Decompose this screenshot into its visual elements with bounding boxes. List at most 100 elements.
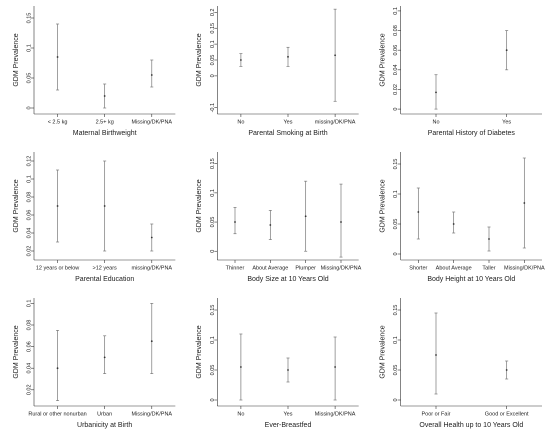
y-tick-label: 0.06 [26, 210, 32, 221]
y-tick-label: 0.12 [26, 156, 32, 167]
y-tick-label: 0 [393, 108, 399, 111]
x-tick-label: Yes [284, 411, 293, 417]
y-tick-label: 0.05 [393, 365, 399, 376]
y-tick-label: 0.15 [393, 305, 399, 316]
y-axis-label: GDM Prevalence [196, 33, 203, 86]
point [56, 56, 59, 58]
y-tick-label: 0.05 [210, 55, 216, 66]
point [150, 340, 153, 343]
x-tick-label: Missing/DK/PNA [504, 265, 545, 271]
y-tick-label: 0.04 [393, 64, 399, 75]
x-tick-label: 2.5+ kg [96, 119, 114, 125]
x-tick-label: Taller [482, 265, 495, 271]
point [287, 369, 289, 371]
y-tick-label: 0.05 [210, 365, 216, 376]
point [334, 54, 337, 57]
y-tick-label: -0.1 [210, 103, 216, 112]
x-axis-label: Body Height at 10 Years Old [427, 276, 515, 283]
point [505, 369, 508, 371]
x-tick-label: Missing/DK/PNA [131, 119, 172, 125]
x-axis-label: Parental History of Diabetes [428, 130, 516, 137]
y-tick-label: 0 [393, 398, 399, 401]
y-tick-label: 0.02 [26, 246, 32, 257]
y-tick-label: 0.1 [393, 336, 399, 344]
y-tick-label: 0.15 [210, 158, 216, 169]
panel: -0.1 0 0.05 0.1 0.15 0.2 No Yes missing/DK/PNA Pa… [196, 6, 359, 137]
y-tick-label: 0.15 [210, 305, 216, 316]
point [505, 49, 508, 52]
point [56, 205, 59, 207]
y-tick-label: 0.15 [210, 23, 216, 34]
x-tick-label: Yes [502, 119, 511, 125]
point [287, 55, 289, 58]
point [150, 236, 153, 239]
x-tick-label: Missing/DK/PNA [131, 411, 172, 417]
y-axis-label: GDM Prevalence [380, 325, 387, 378]
point [435, 354, 437, 356]
panel: 0 0.05 0.1 0.15 Shorter About Average Taller Mi… [380, 152, 545, 283]
y-tick-label: 0 [210, 74, 216, 77]
y-tick-label: 0.04 [26, 228, 32, 239]
x-tick-label: Rural or other nonurban [28, 411, 86, 417]
y-axis-label: GDM Prevalence [196, 325, 203, 378]
point [103, 95, 106, 97]
point [234, 221, 236, 223]
x-tick-label: Plumper [295, 265, 316, 271]
y-tick-label: 0.06 [393, 45, 399, 56]
point [452, 223, 455, 225]
x-tick-label: missing/DK/PNA [315, 119, 356, 125]
point [56, 367, 59, 370]
y-tick-label: 0 [210, 250, 216, 253]
point [417, 211, 420, 213]
y-tick-label: 0.05 [393, 219, 399, 230]
y-tick-label: 0 [393, 252, 399, 255]
point [523, 202, 526, 204]
panel: 0.02 0.04 0.06 0.08 0.1 0.12 12 years or below… [13, 152, 176, 283]
point [150, 74, 153, 76]
x-axis-label: Urbanicity at Birth [77, 422, 132, 429]
point [334, 366, 337, 368]
x-axis-label: Parental Smoking at Birth [248, 130, 327, 137]
y-axis-label: GDM Prevalence [13, 33, 20, 86]
y-tick-label: 0.1 [210, 189, 216, 197]
point [488, 238, 490, 240]
x-axis-label: Parental Education [75, 276, 134, 283]
y-tick-label: 0.04 [26, 363, 32, 374]
y-tick-label: 0 [210, 398, 216, 401]
y-tick-label: 0.1 [26, 300, 32, 308]
point [239, 366, 242, 368]
x-tick-label: No [237, 411, 244, 417]
panel: 0 0.05 0.1 0.15 No Yes Missing/DK/PNAEver-Brea… [196, 298, 359, 429]
x-tick-label: < 2.5 kg [48, 119, 68, 125]
y-axis-label: GDM Prevalence [196, 179, 203, 232]
x-axis-label: Ever-Breastfed [265, 422, 312, 429]
point [340, 221, 342, 223]
point [103, 205, 106, 207]
y-tick-label: 0.05 [26, 73, 32, 84]
x-axis-label: Body Size at 10 Years Old [247, 276, 328, 283]
y-tick-label: 0.08 [26, 320, 32, 331]
y-tick-label: 0.05 [210, 217, 216, 228]
y-tick-label: 0.1 [393, 190, 399, 198]
point [269, 224, 272, 226]
panel: 0 0.05 0.1 0.15 < 2.5 kg 2.5+ kg Missing/DK/PN… [13, 6, 176, 137]
x-axis-label: Maternal Birthweight [73, 130, 137, 137]
x-tick-label: Missing/DK/PNA [321, 265, 362, 271]
x-tick-label: Thinner [226, 265, 245, 271]
y-tick-label: 0.1 [393, 7, 399, 15]
x-tick-label: About Average [436, 265, 472, 271]
panel: 0 0.05 0.1 0.15 Poor or Fair Good or Excellen… [380, 298, 542, 429]
point [304, 215, 307, 218]
y-tick-label: 0.1 [210, 336, 216, 344]
panel: 0.02 0.04 0.06 0.08 0.1 Rural or other nonurb… [13, 298, 176, 429]
y-axis-label: GDM Prevalence [13, 179, 20, 232]
y-tick-label: 0.2 [210, 9, 216, 17]
y-tick-label: 0.08 [393, 25, 399, 36]
point [239, 59, 242, 61]
point [103, 356, 106, 359]
x-tick-label: About Average [252, 265, 288, 271]
x-tick-label: Good or Excellent [485, 411, 529, 417]
y-axis-label: GDM Prevalence [380, 33, 387, 86]
y-tick-label: 0.02 [26, 384, 32, 395]
